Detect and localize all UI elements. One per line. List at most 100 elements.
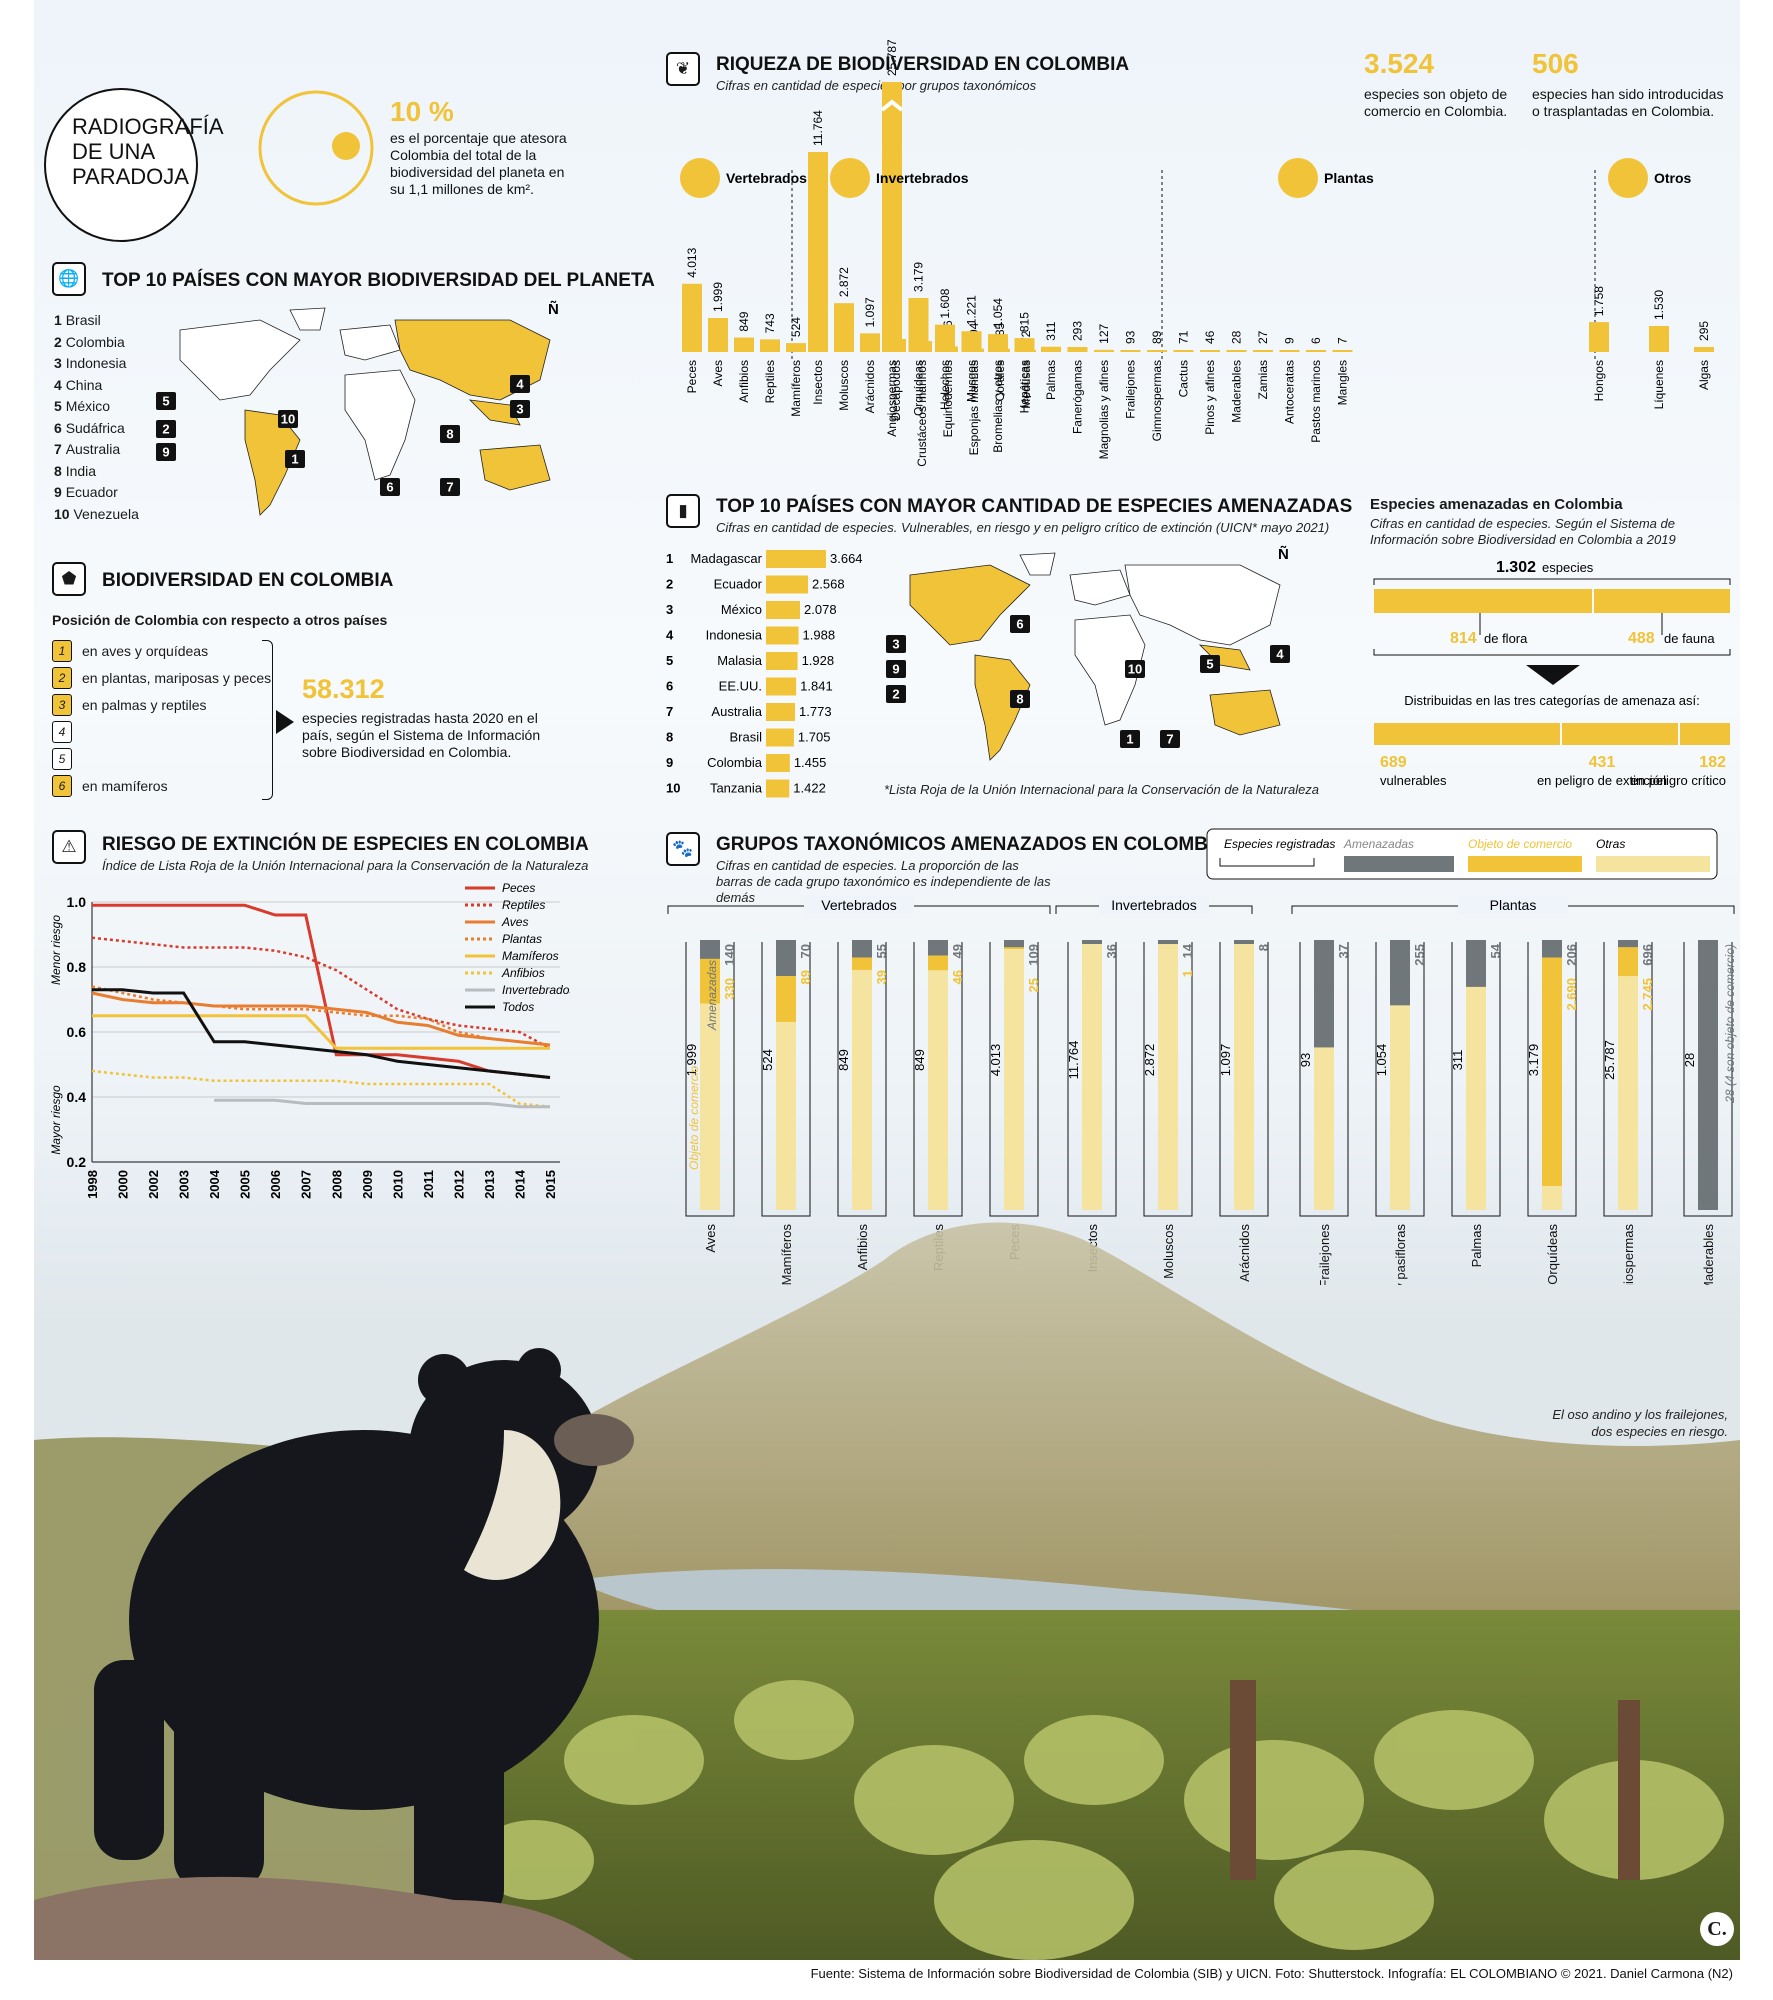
riqueza-category-label: Reptiles — [763, 360, 777, 403]
critical-bar — [1680, 723, 1730, 745]
top10-country: 2 Colombia — [54, 332, 139, 354]
legend-box — [1206, 828, 1718, 880]
threat-bar — [766, 550, 826, 568]
riqueza-category-label: Equinodermos — [941, 360, 955, 437]
rank-text: en aves y orquídeas — [82, 643, 209, 659]
x-tick-label: 2015 — [543, 1170, 558, 1199]
threatened-label: 109 — [1026, 944, 1041, 966]
map-marker-label: 7 — [446, 480, 453, 495]
others-segment — [1234, 940, 1254, 1210]
riesgo-subtitle: Índice de Lista Roja de la Unión Interna… — [102, 858, 589, 873]
top10-country-name: India — [65, 462, 97, 479]
others-segment — [852, 940, 872, 1210]
distribution-text: Distribuidas en las tres categorías de a… — [1404, 693, 1700, 708]
x-tick-label: 2005 — [238, 1170, 253, 1199]
map-marker-label: 8 — [446, 427, 453, 442]
threatened-segment — [1234, 940, 1254, 944]
riqueza-value-label: 815 — [1018, 312, 1032, 332]
amenazadas-bars: 1 Madagascar 3.664 2 Ecuador 2.568 3 México 2.07… — [666, 550, 863, 798]
riqueza-value-label: 89 — [1150, 330, 1164, 344]
riqueza-bar — [988, 334, 1008, 352]
section-label: Invertebrados — [1111, 897, 1197, 913]
riqueza-category-label: Decápodos — [889, 360, 903, 421]
x-tick-label: 2012 — [451, 1170, 466, 1199]
threat-bar — [766, 754, 790, 772]
top10-country: 9 Ecuador — [54, 482, 139, 504]
riqueza-bar — [734, 337, 754, 352]
map-marker-label: 3 — [516, 402, 523, 417]
riqueza-value-label: 11.764 — [811, 110, 825, 146]
commerce-segment — [700, 958, 720, 1004]
riqueza-bar — [1279, 350, 1300, 352]
legend-label: Mamíferos — [502, 949, 559, 963]
map-marker — [1125, 660, 1145, 678]
map-australia — [479, 444, 551, 491]
landscape-image — [34, 1200, 1740, 1960]
section-bg — [1458, 896, 1568, 914]
category-label: en peligro de extinción — [1537, 773, 1667, 788]
x-tick-label: 1998 — [85, 1170, 100, 1199]
total-label: 849 — [912, 1049, 927, 1071]
legend-label: Amenazadas — [1343, 837, 1414, 851]
commerce-label: 25 — [1026, 978, 1041, 992]
riqueza-bar — [1306, 350, 1326, 352]
riqueza-value-label: 93 — [1124, 330, 1138, 344]
map-north-america — [909, 564, 1031, 646]
rank-text: en palmas y reptiles — [82, 697, 207, 713]
rank-badge: 1 — [52, 640, 72, 662]
total-label: 1.097 — [1218, 1044, 1233, 1077]
riqueza-value-label: 849 — [737, 311, 751, 331]
arrow-right-icon — [276, 710, 294, 734]
riqueza-value-label: 524 — [789, 317, 803, 337]
grupos-legend: Especies registradas Amenazadas Objeto de … — [1206, 828, 1718, 880]
world-map-biodiversity: 1 2 3 4 5 6 7 8 9 10 Ñ — [156, 300, 559, 516]
vulnerable-bar — [1374, 723, 1560, 745]
flora-label: de flora — [1484, 631, 1528, 646]
riqueza-category-label: Mamíferos — [789, 360, 803, 417]
percent-value: 10 % — [390, 96, 454, 127]
x-tick-label: 2003 — [177, 1170, 192, 1199]
map-marker-label: 1 — [291, 452, 298, 467]
commerce-label: 39 — [874, 970, 889, 984]
threat-value: 2.568 — [812, 577, 845, 592]
map-marker — [886, 685, 906, 703]
group-label: Plantas — [1324, 170, 1374, 186]
warning-icon: ⚠ — [52, 830, 86, 864]
grupos-subtitle: Cifras en cantidad de especies. La propo… — [716, 858, 1051, 905]
top10-country-name: Venezuela — [73, 505, 139, 522]
map-marker-label: 4 — [516, 377, 524, 392]
commerce-label: 46 — [950, 970, 965, 984]
threat-total: 1.302 — [1496, 559, 1536, 576]
threatened-label: 55 — [874, 944, 889, 958]
rank-badge: 5 — [52, 748, 72, 770]
top10-country: 4 China — [54, 375, 139, 397]
top10-country-name: México — [65, 398, 111, 414]
map-marker — [510, 375, 530, 393]
map-marker-label: 6 — [1016, 617, 1023, 632]
top10-list: 1 Brasil 2 Colombia 3 Indonesia 4 China 5 Mé… — [54, 310, 139, 525]
y-tick-label: 0.8 — [67, 959, 87, 975]
riqueza-bar — [961, 331, 982, 352]
section-label: Plantas — [1490, 897, 1537, 913]
map-marker-label: 10 — [1128, 662, 1142, 677]
uicn-note: *Lista Roja de la Unión Internacional pa… — [884, 782, 1320, 797]
total-label: 4.013 — [988, 1044, 1003, 1077]
series-line — [92, 988, 551, 1079]
amenazadas-subtitle: Cifras en cantidad de especies. Vulnerab… — [716, 520, 1330, 535]
map-marker-label: 5 — [162, 394, 169, 409]
riqueza-category-label: Aves — [711, 360, 725, 386]
threat-bar — [766, 575, 809, 594]
top10-country: 5 México — [54, 396, 139, 418]
riqueza-category-label: Corales — [993, 360, 1007, 401]
top10-country-name: Indonesia — [65, 355, 127, 371]
riqueza-bar — [834, 303, 854, 352]
map-europe — [1069, 569, 1131, 606]
riqueza-category-label: Antoceratas — [1283, 360, 1297, 424]
map-marker-label: 9 — [162, 445, 169, 460]
top10-rank: 3 — [54, 355, 66, 371]
riqueza-value-label: 1.097 — [863, 297, 877, 327]
title-circle — [44, 88, 198, 242]
riqueza-category-label: Musgos — [965, 360, 979, 402]
source-footer: Fuente: Sistema de Información sobre Bio… — [810, 1966, 1733, 1981]
category-value: 431 — [1589, 754, 1616, 771]
